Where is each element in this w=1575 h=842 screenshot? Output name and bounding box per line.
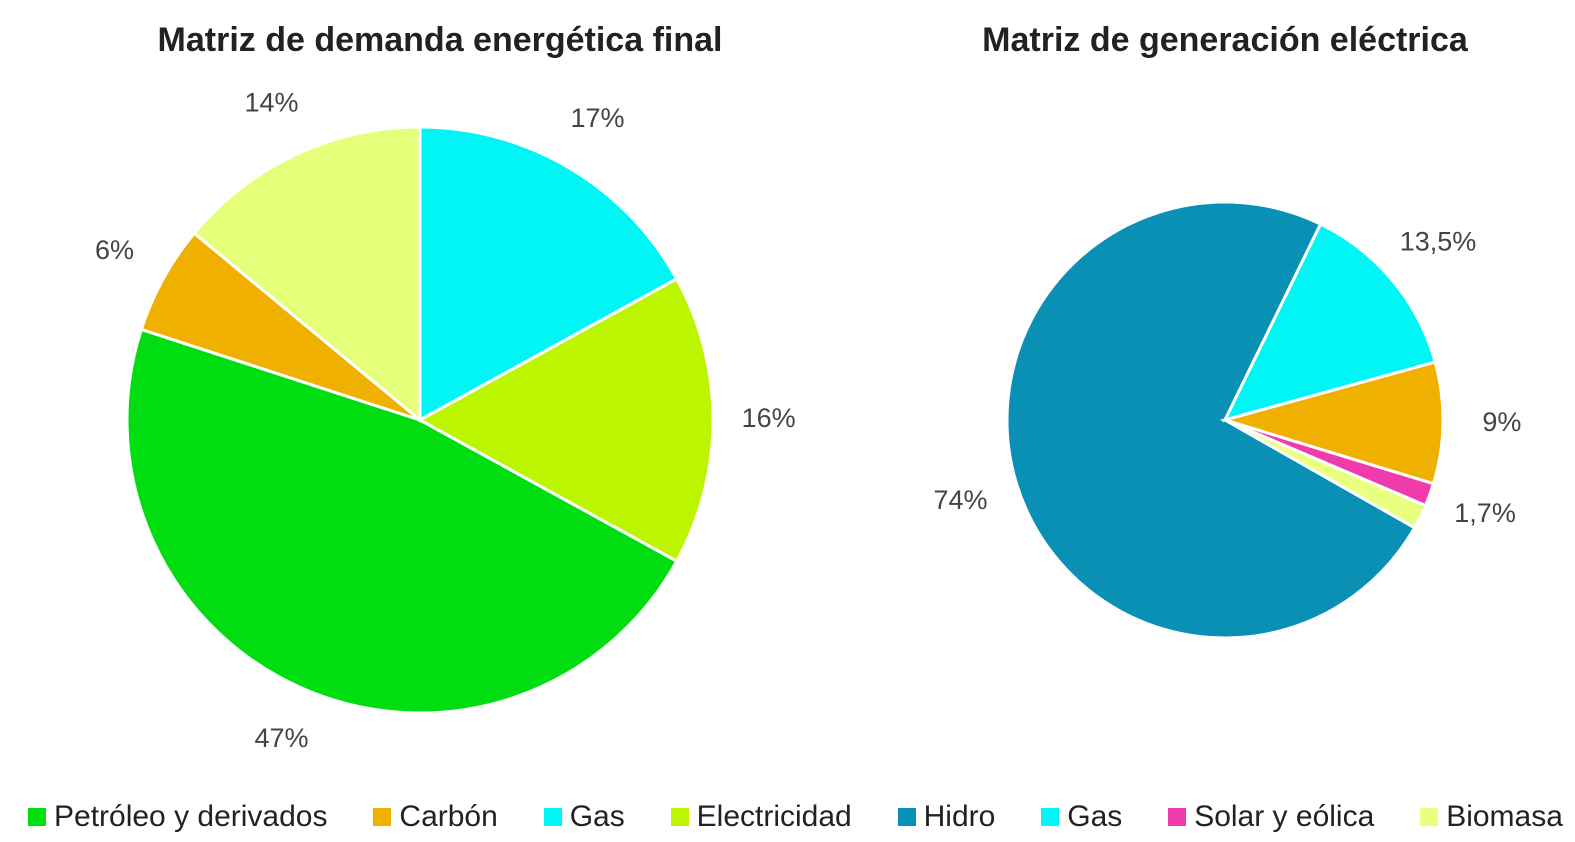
legend-item: Biomasa — [1420, 800, 1563, 834]
legend-label: Biomasa — [1446, 800, 1563, 833]
legend-swatch — [28, 808, 46, 826]
data-label: 14% — [245, 88, 299, 118]
legend-swatch — [670, 808, 689, 826]
legend-label: Gas — [569, 800, 625, 833]
chart-title: Matriz de generación eléctrica — [982, 21, 1469, 59]
pie-slice — [1224, 418, 1428, 530]
data-label: 1,7% — [1454, 498, 1516, 528]
data-label: 13,5% — [1400, 226, 1477, 256]
data-label: 74% — [933, 485, 987, 515]
legend-label: Solar y eólica — [1194, 800, 1375, 833]
legend-swatch — [543, 808, 562, 826]
legend-label: Gas — [1067, 800, 1123, 833]
pie-slice — [418, 125, 679, 423]
chart: Matriz de demanda energética final Matri… — [95, 21, 1521, 753]
legend-item: Hidro — [897, 800, 996, 834]
legend-item: Gas — [543, 800, 625, 834]
pie-slice — [1222, 222, 1438, 423]
legend-swatch — [1168, 808, 1187, 826]
legend-label: Petróleo y derivados — [54, 800, 328, 833]
legend-label: Electricidad — [696, 800, 852, 833]
pie-slice — [192, 125, 422, 424]
legend-label: Carbón — [399, 800, 498, 833]
pie-slice — [416, 276, 715, 564]
legend-item: Gas — [1041, 800, 1122, 834]
pie-slice — [125, 327, 679, 715]
pie-slice — [1005, 200, 1417, 640]
data-label: 9% — [1482, 407, 1521, 437]
legend: Petróleo y derivados Carbón Gas Electricida… — [28, 800, 1563, 834]
data-label: 47% — [255, 723, 309, 753]
pie-slice — [1219, 360, 1445, 486]
data-label: 16% — [742, 403, 796, 433]
legend-item: Electricidad — [670, 800, 852, 834]
data-label: 17% — [570, 103, 624, 133]
legend-item: Carbón — [373, 800, 498, 834]
chart-title: Matriz de demanda energética final — [158, 21, 723, 59]
legend-swatch — [897, 808, 916, 826]
legend-swatch — [1420, 808, 1439, 826]
data-label: 6% — [95, 235, 134, 265]
legend-swatch — [373, 808, 392, 826]
legend-item: Solar y eólica — [1168, 800, 1374, 834]
legend-swatch — [1041, 808, 1060, 826]
legend-item: Petróleo y derivados — [28, 800, 328, 834]
legend-label: Hidro — [923, 800, 996, 833]
